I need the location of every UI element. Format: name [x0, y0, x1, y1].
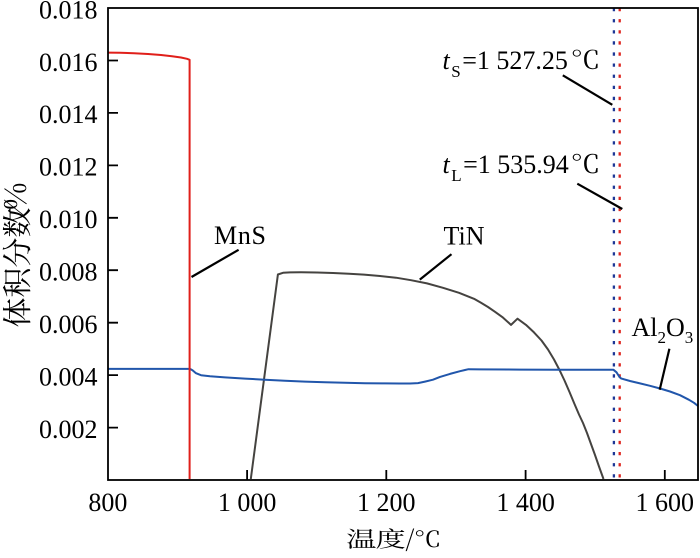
svg-text:0.002: 0.002 [39, 415, 98, 444]
svg-text:800: 800 [88, 488, 127, 517]
svg-text:0.018: 0.018 [39, 0, 98, 24]
svg-text:0.012: 0.012 [39, 153, 98, 182]
svg-text:0.010: 0.010 [39, 205, 98, 234]
svg-text:0.016: 0.016 [39, 48, 98, 77]
svg-text:1 600: 1 600 [636, 488, 695, 517]
svg-text:0.004: 0.004 [39, 362, 98, 391]
svg-text:TiN: TiN [444, 221, 485, 250]
svg-text:MnS: MnS [214, 221, 267, 250]
svg-text:1 200: 1 200 [357, 488, 416, 517]
svg-text:0.014: 0.014 [39, 100, 98, 129]
svg-text:tL=1 535.94: tL=1 535.94 [443, 150, 569, 185]
svg-text:0.008: 0.008 [39, 258, 98, 287]
svg-text:1 400: 1 400 [496, 488, 555, 517]
svg-text:0.006: 0.006 [39, 310, 98, 339]
svg-text:1 000: 1 000 [218, 488, 277, 517]
svg-text:tS=1 527.25: tS=1 527.25 [443, 46, 568, 81]
